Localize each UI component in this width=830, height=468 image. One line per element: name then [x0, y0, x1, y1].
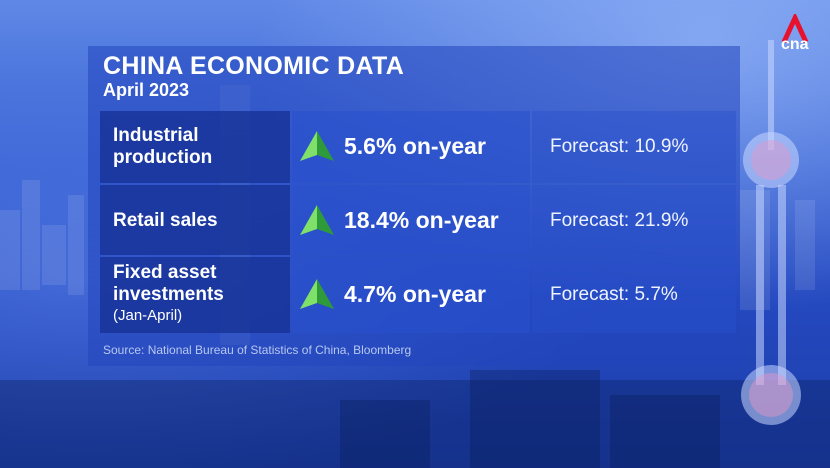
- up-arrow-icon: [300, 279, 334, 309]
- row-forecast-cell: Forecast: 21.9%: [532, 185, 736, 255]
- page-title: CHINA ECONOMIC DATA: [103, 52, 405, 80]
- row-value: 5.6% on-year: [344, 133, 486, 159]
- row-label-line1: Fixed asset: [113, 262, 217, 283]
- data-row-industrial-production: Industrial production 5.6% on-year Forec…: [100, 111, 736, 183]
- row-label-note: (Jan-April): [113, 307, 183, 324]
- row-label: Retail sales: [113, 210, 218, 232]
- row-label: Industrial production: [113, 125, 212, 169]
- row-forecast-cell: Forecast: 5.7%: [532, 257, 736, 333]
- row-label-cell: Fixed asset investments (Jan-April): [100, 257, 290, 333]
- row-forecast: Forecast: 21.9%: [550, 210, 689, 231]
- row-value-cell: 5.6% on-year: [292, 111, 530, 183]
- row-forecast: Forecast: 10.9%: [550, 136, 689, 157]
- row-forecast-cell: Forecast: 10.9%: [532, 111, 736, 183]
- row-label-line2: investments: [113, 284, 224, 305]
- row-label-cell: Retail sales: [100, 185, 290, 255]
- row-value-cell: 4.7% on-year: [292, 257, 530, 333]
- data-row-fixed-asset-investments: Fixed asset investments (Jan-April) 4.7%…: [100, 257, 736, 333]
- page-subtitle: April 2023: [103, 80, 190, 100]
- row-label-cell: Industrial production: [100, 111, 290, 183]
- row-label-line2: production: [113, 147, 213, 168]
- cna-logo: [781, 14, 809, 44]
- up-arrow-icon: [300, 131, 334, 161]
- row-label-line1: Industrial: [113, 125, 199, 146]
- source-note: Source: National Bureau of Statistics of…: [103, 343, 412, 357]
- row-value-cell: 18.4% on-year: [292, 185, 530, 255]
- row-value: 18.4% on-year: [344, 207, 499, 233]
- row-forecast: Forecast: 5.7%: [550, 284, 678, 305]
- row-value: 4.7% on-year: [344, 281, 486, 307]
- data-row-retail-sales: Retail sales 18.4% on-year Forecast: 21.…: [100, 185, 736, 255]
- row-label: Fixed asset investments (Jan-April): [113, 262, 224, 326]
- row-label-line1: Retail sales: [113, 210, 218, 231]
- cna-logo-text: cna: [781, 36, 809, 53]
- up-arrow-icon: [300, 205, 334, 235]
